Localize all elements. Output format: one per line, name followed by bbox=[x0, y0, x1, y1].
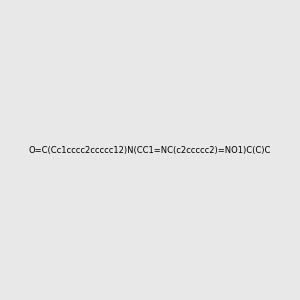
Text: O=C(Cc1cccc2ccccc12)N(CC1=NC(c2ccccc2)=NO1)C(C)C: O=C(Cc1cccc2ccccc12)N(CC1=NC(c2ccccc2)=N… bbox=[29, 146, 271, 154]
